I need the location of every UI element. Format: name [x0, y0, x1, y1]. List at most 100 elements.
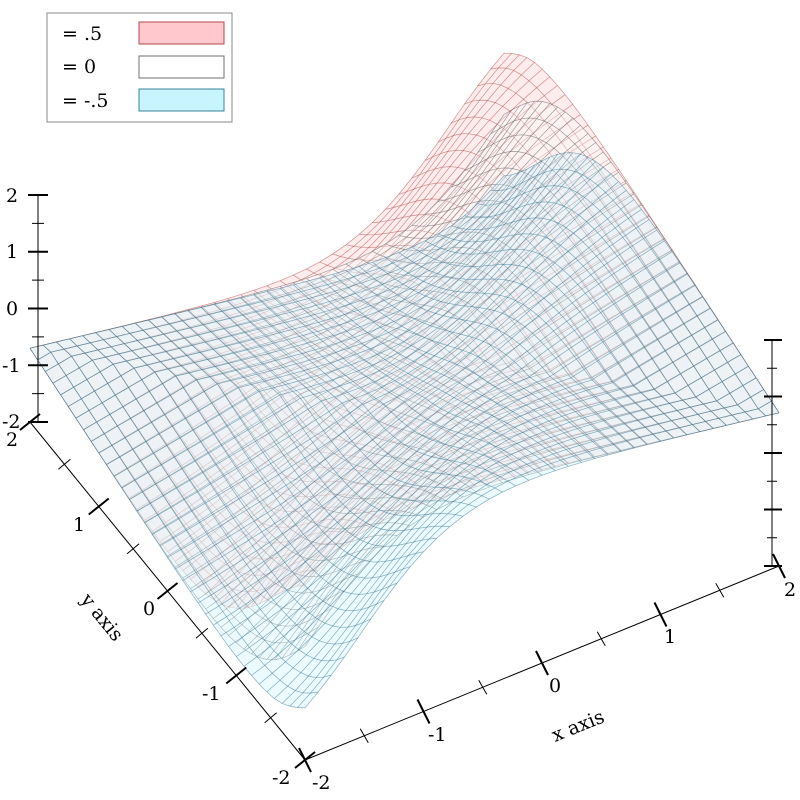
surface-patch	[322, 482, 365, 509]
x-tick	[416, 699, 431, 724]
surface-patch	[362, 346, 405, 376]
mesh-line	[227, 300, 503, 493]
mesh-line	[69, 338, 345, 662]
surface-patch	[285, 587, 328, 627]
mesh-line	[148, 319, 424, 563]
x-tick	[596, 631, 606, 646]
surface-patch	[477, 172, 520, 205]
surface-patch	[296, 506, 339, 539]
surface-patch	[71, 349, 114, 380]
surface-patch	[279, 382, 322, 413]
mesh-line	[411, 215, 688, 435]
surface-patch	[254, 538, 297, 576]
surface-patch	[425, 180, 467, 215]
mesh-line	[266, 291, 543, 476]
surface-patch	[338, 523, 380, 558]
mesh-line	[200, 307, 477, 508]
isosurface-level-2	[29, 152, 780, 709]
surface-patch	[266, 510, 308, 543]
mesh-line	[56, 341, 332, 679]
surfaces-group	[29, 52, 780, 709]
mesh-line	[227, 300, 503, 483]
surface-patch	[421, 513, 463, 541]
mesh-line	[266, 289, 543, 472]
mesh-line	[174, 313, 450, 532]
mesh-line	[253, 294, 529, 481]
mesh-line	[411, 246, 688, 436]
surface-patch	[71, 349, 114, 380]
mesh-line	[161, 316, 437, 500]
surface-patch	[413, 150, 456, 189]
x-axis-title: x axis	[549, 706, 608, 747]
surface-patch	[296, 557, 339, 593]
surface-patch	[71, 350, 114, 380]
surface-patch	[523, 152, 566, 194]
surface-patch	[492, 54, 535, 89]
legend: = .5 = 0 = -.5	[46, 12, 233, 123]
surface-patch	[243, 567, 286, 609]
x-tick	[359, 728, 369, 743]
y-tick	[264, 712, 277, 724]
surface-patch	[512, 185, 555, 223]
surface-patch	[444, 252, 487, 279]
mesh-line	[477, 185, 753, 420]
mesh-line	[214, 303, 490, 488]
x-tick	[772, 553, 786, 579]
mesh-line	[214, 302, 490, 484]
surface-patch	[274, 672, 317, 707]
surface-patch	[113, 357, 155, 388]
surface-patch	[492, 101, 535, 145]
mesh-line	[279, 286, 556, 468]
x-tick	[715, 583, 725, 598]
surface-patch	[417, 487, 459, 516]
legend-label-zero: = 0	[62, 56, 96, 78]
mesh-line	[503, 152, 780, 413]
mesh-line	[332, 268, 609, 455]
surface-patch	[300, 531, 343, 561]
legend-label-neg: = -.5	[62, 90, 109, 112]
legend-swatch-zero	[138, 55, 225, 79]
surface-patch	[30, 342, 72, 372]
mesh-line	[464, 201, 740, 423]
surface-patch	[274, 556, 317, 596]
legend-swatch-neg	[138, 88, 225, 112]
mesh-line	[187, 310, 464, 517]
x-tick-label-0: 0	[549, 675, 561, 697]
surface-patch	[470, 168, 513, 204]
surface-patch	[372, 189, 414, 223]
surface-patch	[451, 83, 493, 124]
surface-patch	[481, 134, 524, 174]
mesh-line	[332, 273, 609, 456]
mesh-line	[385, 257, 661, 442]
mesh-line	[135, 322, 411, 579]
surface-patch	[413, 208, 456, 239]
mesh-line	[121, 325, 398, 515]
y-tick	[225, 666, 247, 685]
mesh-line	[398, 231, 674, 439]
surface-patch	[390, 513, 433, 547]
x-tick-label-2: 2	[784, 579, 796, 601]
y-axis-title: y axis	[75, 589, 127, 646]
y-tick	[58, 458, 71, 470]
z-tick-label-1: 1	[6, 241, 18, 263]
surface-patch	[353, 572, 396, 611]
mesh-line	[345, 270, 622, 452]
mesh-line	[372, 214, 648, 445]
mesh-line	[174, 313, 450, 504]
x-tick	[653, 602, 668, 627]
y-tick	[156, 582, 179, 600]
surface-patch	[486, 218, 528, 253]
y-tick-label-neg2: -2	[272, 767, 291, 789]
mesh-line	[240, 297, 516, 487]
surface-patch	[529, 358, 571, 388]
surface-patch	[508, 157, 550, 201]
surface-patch	[349, 497, 391, 529]
surface-patch	[154, 365, 197, 396]
surface-patch	[30, 342, 72, 372]
legend-swatch-pos	[138, 21, 225, 45]
surface-patch	[459, 250, 502, 280]
mesh-line	[253, 290, 530, 474]
y-tick-label-1: 1	[73, 514, 85, 536]
surface-patch	[368, 566, 411, 608]
